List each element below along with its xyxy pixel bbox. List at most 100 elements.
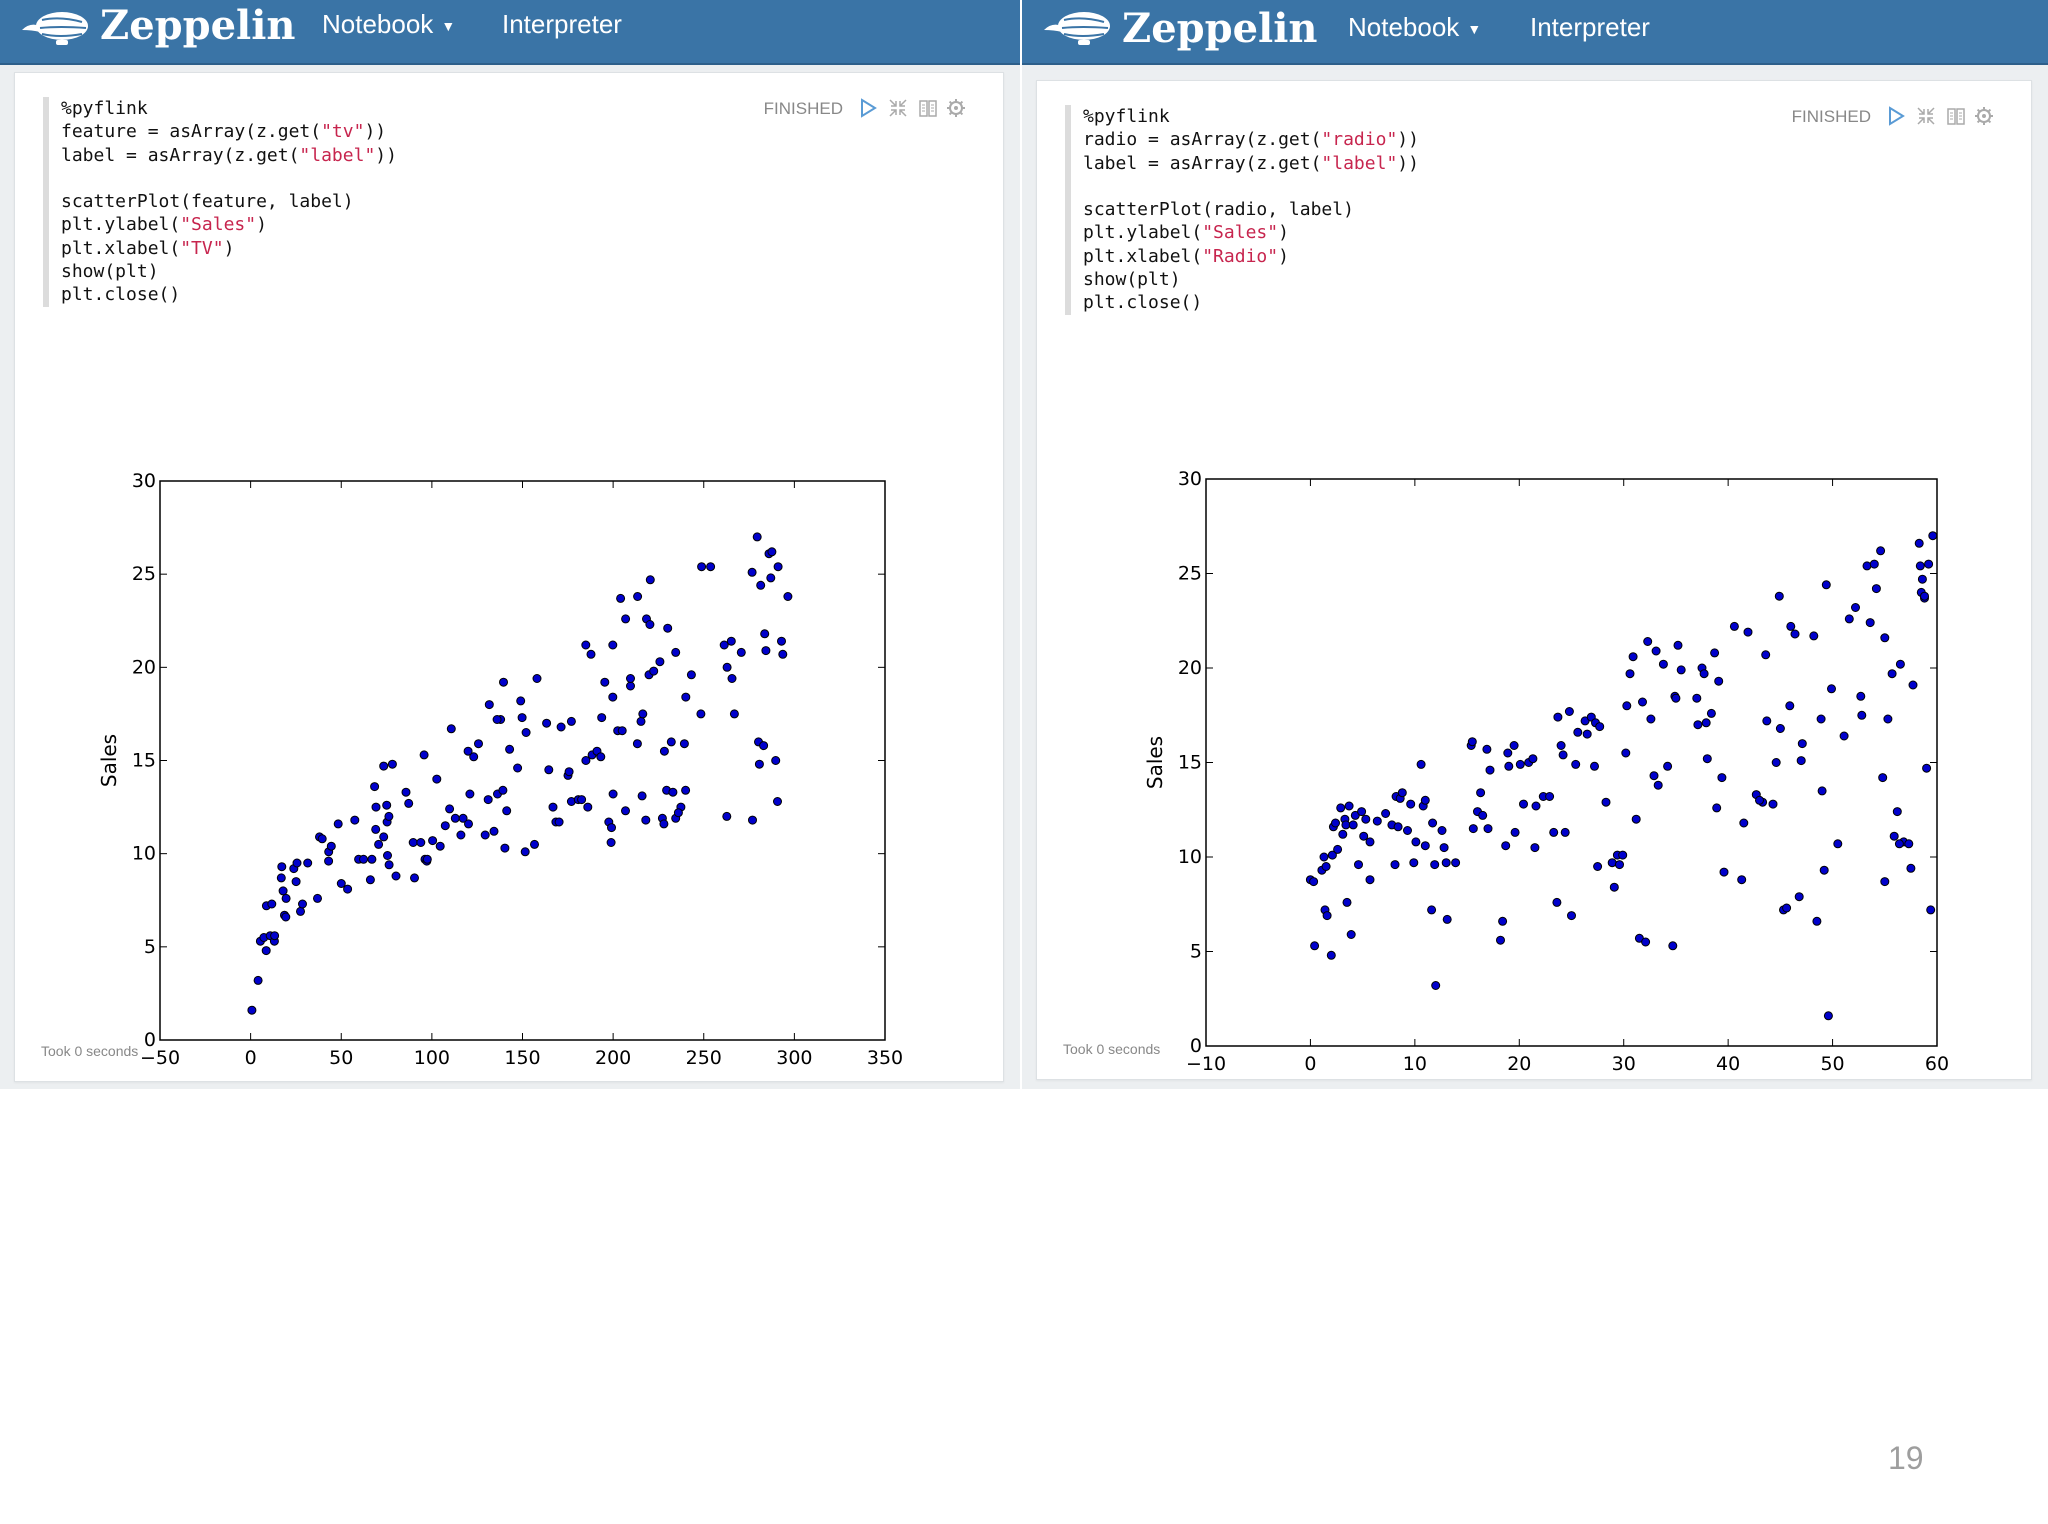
data-point bbox=[1468, 824, 1478, 834]
data-point bbox=[1768, 799, 1778, 809]
code-string: "radio" bbox=[1321, 129, 1398, 151]
data-point bbox=[1622, 701, 1632, 711]
data-point bbox=[1344, 801, 1354, 811]
data-point bbox=[465, 789, 475, 799]
data-point bbox=[1420, 795, 1430, 805]
gear-icon[interactable] bbox=[945, 97, 967, 119]
data-point bbox=[253, 975, 263, 985]
data-point bbox=[1476, 788, 1486, 798]
code-string: "tv" bbox=[321, 121, 365, 143]
nav-notebook[interactable]: Notebook ▼ bbox=[322, 0, 455, 52]
data-point bbox=[1790, 629, 1800, 639]
data-point bbox=[1812, 916, 1822, 926]
gear-icon[interactable] bbox=[1973, 105, 1995, 127]
code-text: scatterPlot(radio, label) bbox=[1083, 199, 1354, 221]
nav-notebook[interactable]: Notebook ▼ bbox=[1348, 3, 1481, 55]
data-point bbox=[1442, 914, 1452, 924]
data-point bbox=[277, 862, 287, 872]
code-text: feature = asArray(z.get( bbox=[61, 121, 322, 143]
data-point bbox=[783, 592, 793, 601]
book-icon[interactable] bbox=[917, 97, 939, 119]
data-point bbox=[1914, 538, 1924, 548]
code-text: ) bbox=[223, 237, 235, 259]
execution-time: Took 0 seconds bbox=[41, 1043, 139, 1059]
code-text: ) bbox=[256, 214, 267, 236]
data-point bbox=[499, 677, 508, 687]
code-text: plt.ylabel( bbox=[1083, 222, 1203, 244]
data-point bbox=[464, 819, 473, 829]
code-text: plt.close() bbox=[1083, 292, 1203, 314]
data-point bbox=[777, 636, 786, 646]
data-point bbox=[1348, 820, 1358, 830]
data-point bbox=[1702, 754, 1712, 764]
data-point bbox=[530, 839, 539, 849]
data-point bbox=[655, 657, 665, 667]
code-text: plt.xlabel( bbox=[61, 237, 181, 259]
data-point bbox=[1717, 773, 1727, 783]
data-point bbox=[1729, 621, 1739, 631]
data-point bbox=[422, 854, 432, 864]
data-point bbox=[1485, 765, 1495, 775]
nav-interpreter[interactable]: Interpreter bbox=[1530, 12, 1650, 42]
data-point bbox=[1571, 759, 1581, 769]
collapse-icon[interactable] bbox=[887, 97, 909, 119]
data-point bbox=[383, 851, 392, 860]
navbar: Zeppelin Notebook ▼ Interpreter bbox=[1022, 0, 2048, 65]
data-point bbox=[719, 640, 729, 650]
y-tick-label: 20 bbox=[1178, 657, 1202, 679]
data-point bbox=[600, 677, 610, 687]
data-point bbox=[1365, 837, 1375, 847]
data-point bbox=[1403, 826, 1412, 835]
data-point bbox=[1519, 799, 1528, 809]
x-tick-label: 20 bbox=[1507, 1053, 1531, 1071]
data-point bbox=[313, 893, 322, 903]
book-icon[interactable] bbox=[1945, 105, 1967, 127]
data-point bbox=[638, 709, 648, 719]
run-icon[interactable] bbox=[857, 97, 879, 119]
data-point bbox=[637, 791, 647, 801]
brand-name[interactable]: Zeppelin bbox=[1122, 5, 1318, 52]
data-point bbox=[1883, 714, 1893, 724]
code-text: plt.ylabel( bbox=[61, 214, 181, 236]
zeppelin-logo-icon[interactable] bbox=[1042, 4, 1114, 52]
data-point bbox=[1319, 852, 1329, 862]
data-point bbox=[416, 838, 426, 847]
zeppelin-logo-icon[interactable] bbox=[20, 4, 92, 52]
nav-interpreter[interactable]: Interpreter bbox=[502, 9, 622, 39]
caret-down-icon: ▼ bbox=[1467, 21, 1482, 38]
data-point bbox=[1441, 858, 1451, 868]
data-point bbox=[333, 819, 343, 829]
data-point bbox=[1762, 716, 1772, 726]
data-point bbox=[1545, 792, 1555, 801]
data-point bbox=[440, 821, 450, 831]
data-point bbox=[1416, 759, 1426, 769]
paragraph-cell: %pyflink radio = asArray(z.get("radio")) l… bbox=[1036, 80, 2032, 1080]
data-point bbox=[1926, 905, 1936, 915]
data-point bbox=[608, 692, 618, 702]
data-point bbox=[1658, 659, 1668, 669]
code-editor[interactable]: %pyflink feature = asArray(z.get("tv")) la… bbox=[43, 97, 397, 307]
data-point bbox=[336, 879, 346, 888]
data-point bbox=[450, 813, 460, 823]
data-point bbox=[663, 623, 673, 633]
data-point bbox=[276, 873, 286, 883]
data-point bbox=[1833, 839, 1843, 849]
data-point bbox=[371, 802, 381, 812]
data-point bbox=[1564, 707, 1574, 716]
data-point bbox=[597, 713, 607, 723]
collapse-icon[interactable] bbox=[1915, 105, 1937, 127]
brand-name[interactable]: Zeppelin bbox=[100, 2, 296, 49]
data-point bbox=[697, 562, 707, 572]
data-point bbox=[350, 815, 360, 825]
data-point bbox=[445, 804, 455, 814]
nav-notebook-label: Notebook bbox=[322, 9, 434, 39]
code-editor[interactable]: %pyflink radio = asArray(z.get("radio")) l… bbox=[1065, 105, 1419, 315]
data-point bbox=[513, 763, 523, 773]
run-icon[interactable] bbox=[1885, 105, 1907, 127]
page-number: 19 bbox=[1888, 1440, 1924, 1476]
data-point bbox=[1567, 911, 1576, 921]
data-point bbox=[747, 567, 757, 577]
data-point bbox=[1582, 729, 1592, 739]
code-string: "label" bbox=[299, 144, 376, 166]
data-point bbox=[671, 647, 681, 657]
